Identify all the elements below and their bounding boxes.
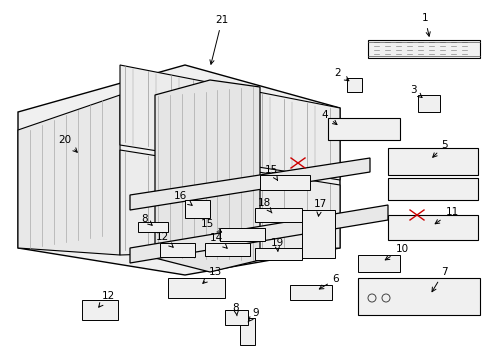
- Polygon shape: [387, 148, 477, 175]
- Polygon shape: [260, 175, 309, 190]
- Polygon shape: [155, 80, 260, 272]
- Text: 7: 7: [431, 267, 447, 292]
- Polygon shape: [18, 95, 120, 255]
- Text: 8: 8: [232, 303, 239, 316]
- Text: 17: 17: [313, 199, 326, 216]
- Polygon shape: [168, 278, 224, 298]
- Text: 19: 19: [270, 238, 283, 251]
- Text: 15: 15: [200, 219, 221, 232]
- Text: 4: 4: [321, 110, 336, 125]
- Text: 15: 15: [264, 165, 277, 180]
- Polygon shape: [184, 200, 209, 218]
- Polygon shape: [130, 158, 369, 210]
- Polygon shape: [357, 255, 399, 272]
- Text: 13: 13: [203, 267, 221, 283]
- Polygon shape: [346, 78, 361, 92]
- Polygon shape: [130, 205, 387, 263]
- Polygon shape: [18, 65, 339, 275]
- Polygon shape: [367, 40, 479, 58]
- Polygon shape: [120, 150, 339, 255]
- Text: 14: 14: [209, 233, 227, 248]
- Polygon shape: [82, 300, 118, 320]
- Text: 1: 1: [421, 13, 429, 36]
- Text: 12: 12: [155, 232, 173, 247]
- Text: 11: 11: [434, 207, 458, 224]
- Polygon shape: [204, 243, 249, 256]
- Polygon shape: [302, 210, 334, 258]
- Text: 18: 18: [257, 198, 271, 213]
- Text: 12: 12: [99, 291, 114, 307]
- Polygon shape: [357, 278, 479, 315]
- Polygon shape: [120, 65, 339, 180]
- Text: 20: 20: [59, 135, 77, 152]
- Text: 16: 16: [173, 191, 192, 205]
- Text: 10: 10: [385, 244, 408, 260]
- Polygon shape: [387, 178, 477, 200]
- Text: 2: 2: [334, 68, 348, 81]
- Polygon shape: [240, 318, 254, 345]
- Polygon shape: [289, 285, 331, 300]
- Polygon shape: [254, 208, 302, 222]
- Text: 6: 6: [319, 274, 339, 289]
- Text: 3: 3: [409, 85, 421, 98]
- Text: 8: 8: [142, 214, 152, 225]
- Polygon shape: [387, 215, 477, 240]
- Polygon shape: [327, 118, 399, 140]
- Text: 21: 21: [209, 15, 228, 64]
- Text: 9: 9: [247, 308, 259, 322]
- Polygon shape: [254, 248, 302, 260]
- Polygon shape: [160, 243, 195, 257]
- Polygon shape: [417, 95, 439, 112]
- Polygon shape: [224, 310, 247, 325]
- Polygon shape: [220, 228, 264, 241]
- Text: 5: 5: [432, 140, 447, 157]
- Polygon shape: [138, 222, 168, 232]
